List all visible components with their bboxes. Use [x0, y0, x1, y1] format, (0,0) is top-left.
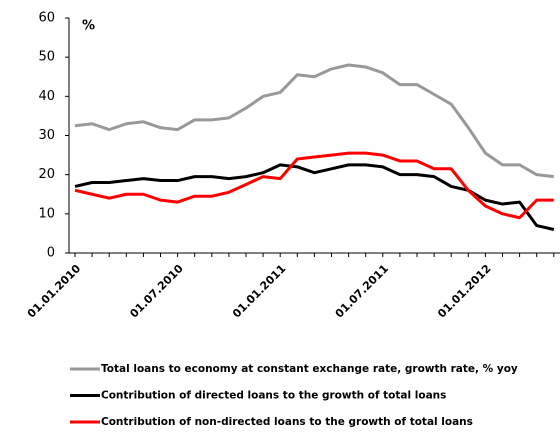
series-line — [74, 151, 554, 220]
x-tick-label: 01.01.2010 — [25, 262, 84, 321]
y-tick-label: 10 — [38, 206, 55, 221]
series-line — [74, 163, 555, 231]
y-tick-label: 40 — [38, 89, 55, 104]
y-tick-label: 60 — [38, 11, 55, 26]
y-tick-label: 30 — [38, 128, 55, 143]
legend-label: Contribution of non-directed loans to th… — [101, 416, 473, 428]
y-tick-label: 0 — [47, 246, 55, 261]
x-tick-label: 01.07.2011 — [333, 262, 391, 320]
series-line — [74, 63, 554, 179]
y-tick-label: 20 — [38, 167, 55, 182]
y-tick-label: 50 — [38, 50, 55, 65]
x-tick-label: 01.01.2012 — [435, 262, 493, 320]
legend-label: Total loans to economy at constant excha… — [101, 363, 518, 375]
legend-label: Contribution of directed loans to the gr… — [101, 390, 446, 402]
y-unit: % — [82, 19, 95, 34]
x-tick-label: 01.01.2011 — [230, 262, 288, 320]
x-tick-label: 01.07.2010 — [127, 262, 186, 321]
